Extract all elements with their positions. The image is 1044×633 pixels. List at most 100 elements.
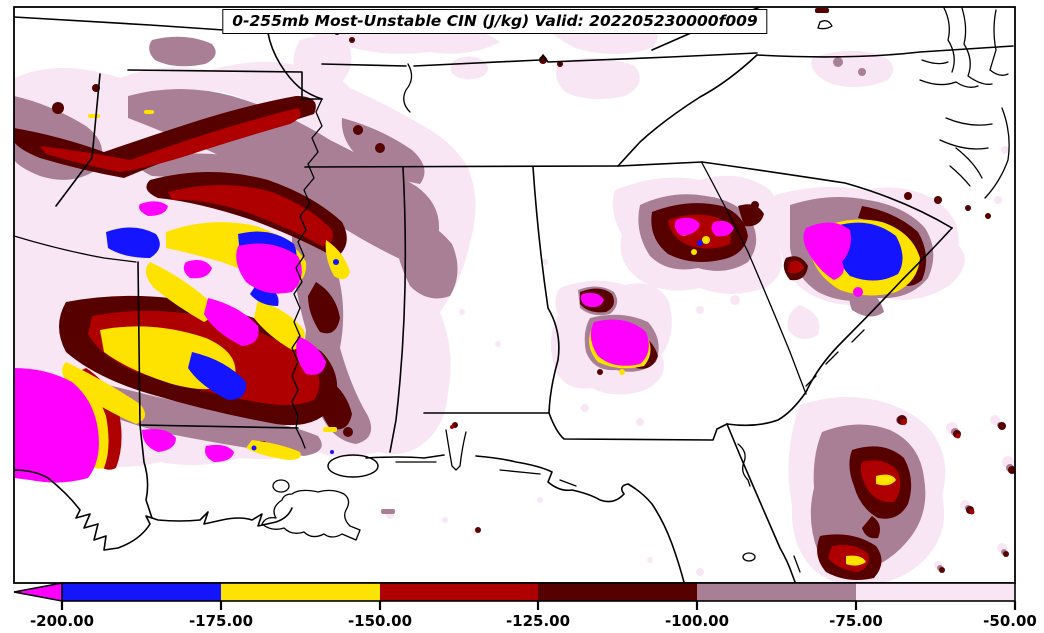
- contour-region: [144, 110, 154, 114]
- contour-region: [62, 362, 146, 424]
- state-line-kentucky-tennessee: [321, 52, 758, 67]
- contour-region: [88, 114, 100, 118]
- contour-region: [969, 509, 975, 515]
- contour-region: [691, 249, 697, 255]
- map-area: [14, 7, 1015, 583]
- contour-region: [394, 208, 458, 299]
- contour-region: [803, 222, 851, 280]
- contour-region: [183, 260, 212, 279]
- colorbar-segment: [697, 583, 856, 601]
- contour-region: [323, 427, 337, 432]
- mobile-bay: [445, 429, 467, 471]
- contour-region: [188, 352, 247, 400]
- contour-region: [537, 497, 543, 503]
- state-line-north-carolina-south-carolina: [701, 161, 953, 229]
- contour-region: [353, 125, 363, 135]
- contour-region: [204, 298, 259, 346]
- colorbar-below-range-arrow: [13, 582, 63, 602]
- contour-region: [811, 50, 894, 88]
- contour-region: [835, 222, 903, 281]
- state-line-arkansas-louisiana: [139, 424, 299, 429]
- state-line-tennessee-south: [304, 165, 619, 168]
- contour-region: [556, 57, 640, 100]
- albemarle-pamlico-sounds: [939, 117, 993, 187]
- contour-region: [142, 429, 176, 452]
- contour-region: [619, 369, 625, 375]
- contour-region: [833, 57, 843, 67]
- contour-region: [40, 108, 301, 172]
- contour-region: [375, 143, 385, 153]
- state-line-mississippi-alabama: [389, 166, 407, 453]
- contour-region: [674, 217, 700, 236]
- colorbar-tick-labels: -200.00 -175.00 -150.00 -125.00 -100.00 …: [30, 612, 1037, 630]
- contour-region: [711, 220, 734, 237]
- tennessee-river: [403, 63, 413, 113]
- state-line-texas-louisiana: [139, 424, 153, 519]
- contour-region: [343, 427, 353, 437]
- barrier-islands: [395, 461, 577, 487]
- contour-region: [1001, 146, 1009, 154]
- state-line-georgia-florida: [548, 412, 728, 441]
- mississippi-river: [291, 98, 323, 449]
- contour-region: [557, 61, 563, 67]
- tick-label: -100.00: [665, 612, 729, 630]
- contour-region: [862, 516, 880, 539]
- contour-region: [139, 201, 168, 216]
- contour-region: [450, 56, 488, 80]
- contour-region: [990, 415, 1000, 425]
- outer-banks: [984, 107, 1010, 199]
- contour-region: [106, 227, 160, 258]
- state-line-north-carolina-georgia: [617, 161, 703, 167]
- florida-lake: [742, 552, 756, 562]
- contour-region: [580, 292, 604, 308]
- chesapeake-bay: [919, 7, 1009, 88]
- contour-region: [787, 305, 820, 339]
- contour-region: [751, 201, 759, 209]
- sea-islands: [805, 329, 865, 387]
- lake-pontchartrain: [327, 454, 379, 478]
- contour-region: [442, 517, 448, 523]
- contour-region: [349, 37, 355, 43]
- tick-label: -50.00: [983, 612, 1037, 630]
- state-line-alabama-georgia: [532, 166, 560, 414]
- contour-region: [965, 205, 971, 211]
- lake-maurepas: [272, 479, 290, 493]
- state-line-texas-arkansas: [137, 261, 141, 426]
- contour-layer-magenta: [14, 201, 863, 483]
- contour-region: [205, 444, 234, 462]
- contour-region: [308, 282, 340, 334]
- contour-region: [636, 418, 644, 426]
- state-line-virginia-north-carolina: [756, 45, 1014, 58]
- contour-region: [14, 368, 99, 483]
- contour-region: [325, 240, 350, 280]
- contour-region: [934, 196, 942, 204]
- atlantic-coastline: [726, 227, 953, 427]
- contour-region: [168, 185, 333, 246]
- contour-region: [1008, 466, 1015, 474]
- tick-label: -200.00: [30, 612, 94, 630]
- savannah-river-border: [701, 162, 807, 395]
- contour-region: [459, 309, 465, 315]
- contour-region: [939, 567, 945, 573]
- contour-region: [994, 196, 1002, 204]
- contour-region: [904, 192, 912, 200]
- st-johns-river: [737, 443, 751, 487]
- tick-label: -175.00: [189, 612, 253, 630]
- kerr-lake: [817, 20, 833, 30]
- state-line-tennessee-north-carolina: [617, 54, 758, 167]
- colorbar-segment: [62, 583, 221, 601]
- contour-region: [52, 102, 64, 114]
- contour-region: [696, 568, 704, 576]
- contour-region: [853, 287, 863, 297]
- contour-region: [858, 68, 866, 76]
- contour-region: [738, 204, 764, 227]
- contour-region: [138, 153, 345, 230]
- contour-region: [333, 259, 339, 265]
- contour-region: [788, 260, 804, 274]
- contour-region: [696, 306, 704, 314]
- tick-label: -125.00: [506, 612, 570, 630]
- contour-region: [149, 36, 216, 67]
- tick-label: -150.00: [348, 612, 412, 630]
- colorbar-segment: [538, 583, 697, 601]
